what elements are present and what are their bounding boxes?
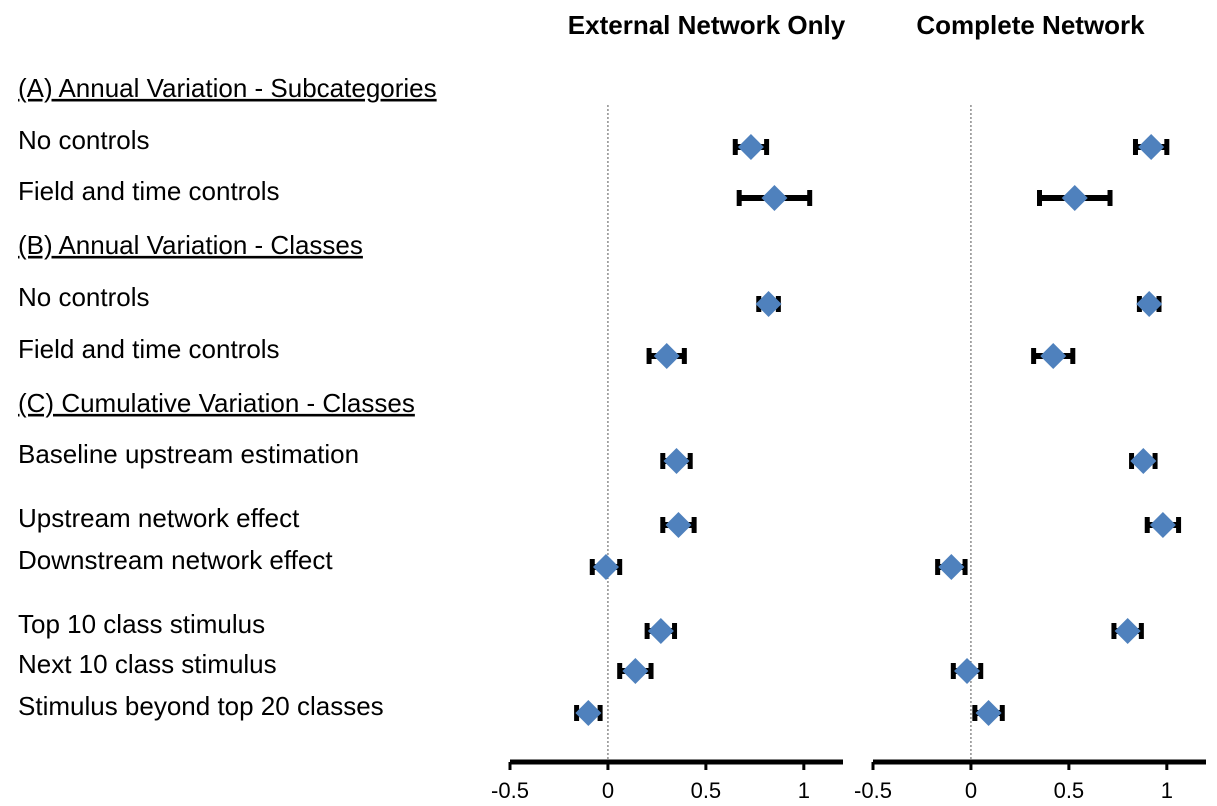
marker: [761, 185, 788, 211]
x-tick-label: -0.5: [491, 778, 529, 803]
row-label: Field and time controls: [18, 334, 280, 364]
section-label: (B) Annual Variation - Classes: [18, 230, 363, 260]
marker: [647, 618, 674, 644]
x-tick-label: 1: [798, 778, 810, 803]
x-tick-label: 0: [965, 778, 977, 803]
marker: [1130, 448, 1157, 474]
marker: [665, 512, 692, 538]
row-label: Downstream network effect: [18, 545, 333, 575]
marker: [575, 700, 602, 726]
row-label: No controls: [18, 282, 150, 312]
marker: [653, 343, 680, 369]
row-label: Upstream network effect: [18, 503, 300, 533]
row-label: Field and time controls: [18, 176, 280, 206]
section-label: (C) Cumulative Variation - Classes: [18, 388, 415, 418]
marker: [1149, 512, 1176, 538]
x-tick-label: -0.5: [854, 778, 892, 803]
marker: [622, 658, 649, 684]
marker: [755, 291, 782, 317]
row-label: Stimulus beyond top 20 classes: [18, 691, 384, 721]
section-label: (A) Annual Variation - Subcategories: [18, 73, 437, 103]
marker: [1114, 618, 1141, 644]
marker: [1040, 343, 1067, 369]
marker: [1136, 291, 1163, 317]
x-tick-label: 0.5: [691, 778, 722, 803]
x-tick-label: 0.5: [1054, 778, 1085, 803]
panel-title: Complete Network: [916, 10, 1145, 40]
row-label: Baseline upstream estimation: [18, 439, 359, 469]
marker: [938, 554, 965, 580]
marker: [1138, 134, 1165, 160]
marker: [1061, 185, 1088, 211]
row-label: No controls: [18, 125, 150, 155]
marker: [663, 448, 690, 474]
marker: [592, 554, 619, 580]
row-label: Next 10 class stimulus: [18, 649, 277, 679]
x-tick-label: 0: [602, 778, 614, 803]
marker: [737, 134, 764, 160]
x-tick-label: 1: [1161, 778, 1173, 803]
row-label: Top 10 class stimulus: [18, 609, 265, 639]
panel-title: External Network Only: [568, 10, 846, 40]
marker: [975, 700, 1002, 726]
marker: [954, 658, 981, 684]
